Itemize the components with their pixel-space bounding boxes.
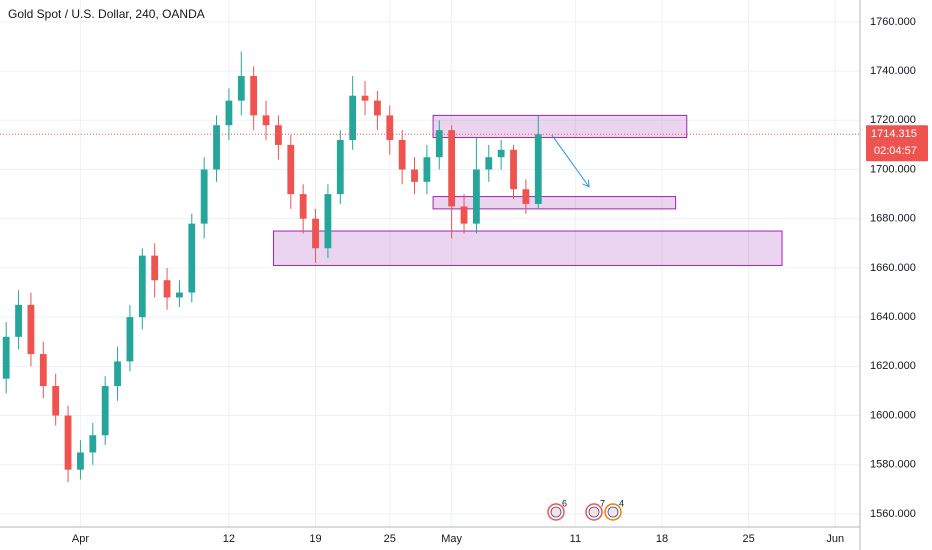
candle-body	[423, 157, 431, 182]
candle-body	[2, 336, 10, 379]
countdown-label: 02:04:57	[874, 145, 917, 157]
y-tick-label: 1560.000	[870, 508, 916, 520]
candle-body	[213, 125, 220, 170]
x-tick-label: 19	[309, 533, 321, 545]
zone	[432, 114, 688, 139]
x-tick-label: 25	[743, 533, 755, 545]
candle-body	[473, 169, 480, 224]
arrow-head	[582, 179, 590, 188]
candle-body	[138, 255, 146, 318]
candle-body	[39, 354, 47, 387]
zone	[432, 196, 677, 210]
x-tick-label: 25	[384, 533, 396, 545]
candle-body	[374, 100, 381, 116]
x-tick-label: Jun	[826, 533, 844, 545]
event-flag	[550, 506, 562, 518]
candle-body	[237, 76, 245, 101]
candle-body	[77, 452, 84, 470]
axes: 1560.000 1580.000 1600.000 1620.000 1640.000…	[72, 16, 928, 545]
candle-body	[163, 280, 171, 298]
candle-body	[176, 292, 183, 298]
candle-body	[361, 95, 369, 101]
event-count: 4	[619, 498, 624, 508]
x-tick-label: Apr	[72, 533, 89, 545]
candle-body	[225, 100, 233, 126]
event-icon: 4	[604, 498, 624, 521]
x-tick-label: May	[441, 533, 462, 545]
candle-body	[27, 304, 35, 355]
zone	[272, 230, 783, 266]
candle-body	[250, 76, 258, 116]
candle-body	[52, 386, 60, 416]
candle-body	[522, 189, 530, 204]
arrow-line	[551, 134, 590, 188]
candle-body	[151, 255, 159, 281]
candle-body	[64, 415, 72, 470]
y-tick-label: 1720.000	[870, 114, 916, 126]
candle-body	[349, 95, 357, 140]
candle-body	[200, 169, 208, 224]
y-tick-label: 1640.000	[870, 311, 916, 323]
candle-body	[448, 130, 456, 207]
candle-body	[435, 130, 443, 158]
y-tick-label: 1660.000	[870, 262, 916, 274]
candle-body	[312, 218, 319, 249]
candle-body	[275, 125, 282, 145]
y-tick-label: 1620.000	[870, 360, 916, 372]
event-icon: 7	[585, 498, 605, 521]
candle-body	[398, 139, 406, 170]
candle-body	[126, 317, 134, 362]
y-tick-label: 1760.000	[870, 16, 916, 28]
y-tick-label: 1600.000	[870, 409, 916, 421]
y-tick-label: 1740.000	[870, 65, 916, 77]
last-price-label: 1714.315	[871, 128, 917, 140]
y-tick-label: 1700.000	[870, 163, 916, 175]
candle-body	[497, 149, 505, 158]
candle-body	[114, 361, 121, 387]
candle-body	[324, 194, 332, 249]
x-tick-label: 12	[223, 533, 235, 545]
candle-body	[15, 304, 22, 337]
plot: 6 7 4	[0, 51, 860, 521]
candle-body	[336, 139, 344, 195]
candle-body	[510, 149, 517, 190]
grid	[0, 0, 860, 527]
candle-body	[485, 157, 493, 170]
candle-body	[262, 115, 270, 126]
last-price-box	[866, 125, 928, 162]
candle-body	[188, 223, 196, 293]
candle-body	[460, 206, 468, 224]
candle-body	[386, 115, 394, 140]
chart-title: Gold Spot / U.S. Dollar, 240, OANDA	[8, 7, 205, 21]
event-flag	[607, 506, 619, 518]
candle-body	[101, 386, 109, 436]
event-flag	[588, 506, 600, 518]
y-tick-label: 1580.000	[870, 459, 916, 471]
x-tick-label: 11	[570, 533, 581, 545]
candle-body	[411, 169, 418, 182]
candle-body	[89, 435, 97, 453]
candle-body	[534, 134, 542, 204]
event-icon: 6	[547, 498, 567, 521]
candle-body	[299, 194, 307, 219]
event-count: 7	[600, 498, 605, 508]
candle-body	[287, 144, 295, 195]
y-tick-label: 1680.000	[870, 213, 916, 225]
x-tick-label: 18	[656, 533, 668, 545]
event-count: 6	[562, 498, 567, 508]
